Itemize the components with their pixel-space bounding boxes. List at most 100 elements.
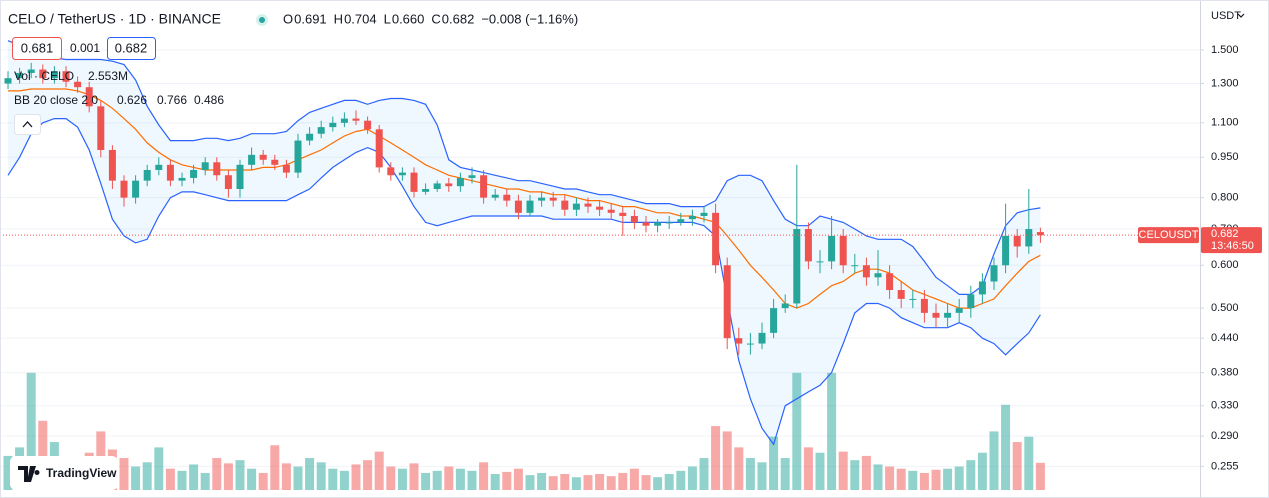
candle-body <box>503 194 511 201</box>
y-tick-label: 0.950 <box>1211 151 1239 163</box>
symbol-tag <box>1138 227 1199 244</box>
volume-bar <box>1035 462 1045 490</box>
ohlc-value: 0.660 <box>392 11 425 26</box>
volume-bar <box>699 458 709 490</box>
candle-body <box>526 200 534 213</box>
volume-bar <box>386 466 396 490</box>
status-dot <box>259 17 265 23</box>
volume-bar <box>328 468 338 490</box>
volume-bar <box>189 464 199 490</box>
ohlc-value: 0.704 <box>344 11 377 26</box>
price-tag-value: 0.682 <box>1211 228 1239 240</box>
volume-bar <box>629 468 639 490</box>
symbol-title: CELO / TetherUS · 1D · BINANCE <box>8 11 221 27</box>
volume-bar <box>537 472 547 490</box>
candle-body <box>630 215 638 223</box>
sell-price[interactable]: 0.681 <box>21 40 54 55</box>
candle-body <box>978 281 986 295</box>
candle-body <box>793 229 801 304</box>
candle-body <box>816 261 824 263</box>
candle-body <box>619 212 627 216</box>
candle-body <box>677 219 685 223</box>
volume-bar <box>131 466 141 490</box>
volume-bar <box>850 460 860 490</box>
candle-body <box>665 222 673 224</box>
candle-body <box>746 343 754 345</box>
candle-body <box>781 303 789 309</box>
ohlc-label: C <box>431 11 440 26</box>
volume-bar <box>223 463 233 490</box>
volume-bar <box>560 474 570 490</box>
volume-bar <box>142 462 152 490</box>
volume-bar <box>711 426 721 490</box>
candle-body <box>16 72 24 79</box>
bb-upper-value: 0.766 <box>157 93 187 107</box>
candle-body <box>561 200 569 210</box>
plot-area <box>0 40 1200 490</box>
volume-bar <box>896 468 906 490</box>
ohlc-label: L <box>384 11 391 26</box>
volume-bar <box>873 464 883 490</box>
collapse-button[interactable] <box>14 114 41 135</box>
volume-bar <box>409 463 419 490</box>
symbol-tag-text: CELOUSDT <box>1139 229 1199 241</box>
volume-bar <box>293 466 303 490</box>
candle-body <box>39 69 47 79</box>
volume-bar <box>281 463 291 490</box>
candle-body <box>944 312 952 318</box>
candle-body <box>364 120 372 130</box>
buy-button[interactable] <box>107 37 156 60</box>
spread: 0.001 <box>70 41 100 55</box>
candle-body <box>862 265 870 278</box>
volume-bar <box>525 475 535 490</box>
candle-body <box>155 164 163 170</box>
volume-bar <box>757 462 767 490</box>
candle-body <box>248 154 256 165</box>
candle-body <box>306 133 314 141</box>
candle-body <box>758 332 766 344</box>
candle-body <box>387 167 395 176</box>
volume-bar <box>1024 436 1034 490</box>
candle-body <box>932 312 940 318</box>
volume-bar <box>247 468 257 490</box>
volume-bar <box>977 452 987 490</box>
volume-bar <box>966 460 976 490</box>
volume-legend: Vol · CELO <box>14 69 74 83</box>
volume-bar <box>861 455 871 490</box>
volume-bar <box>479 462 489 490</box>
collapse-icon <box>22 121 33 128</box>
sell-button[interactable] <box>12 37 62 60</box>
candle-body <box>236 164 244 190</box>
volume-bar <box>26 372 36 490</box>
volume-bar <box>583 475 593 490</box>
candle-body <box>909 298 917 300</box>
candle-body <box>143 169 151 181</box>
candle-body <box>445 183 453 187</box>
buy-price[interactable]: 0.682 <box>115 40 148 55</box>
volume-bar <box>769 436 779 490</box>
volume-bar <box>943 468 953 490</box>
volume-bar <box>432 470 442 490</box>
candle-body <box>271 159 279 165</box>
volume-bar <box>165 468 175 490</box>
candle-body <box>1013 235 1021 247</box>
candle-body <box>990 265 998 282</box>
ohlc-value: 0.691 <box>294 11 327 26</box>
candle-body <box>607 209 615 213</box>
candle-body <box>851 265 859 267</box>
candle-body <box>282 164 290 173</box>
price-tag <box>1201 227 1262 254</box>
candle-body <box>897 290 905 299</box>
y-tick-label: 0.800 <box>1211 192 1239 204</box>
candle-body <box>491 194 499 198</box>
volume-bar <box>154 447 164 490</box>
volume-bar <box>664 474 674 490</box>
candle-body <box>178 177 186 181</box>
volume-bar <box>305 458 315 490</box>
volume-bar <box>931 469 941 490</box>
volume-bar <box>618 472 628 490</box>
volume-bar <box>444 466 454 490</box>
candle-body <box>538 197 546 201</box>
candle-body <box>1036 232 1044 236</box>
currency-label[interactable]: USDT <box>1211 10 1241 22</box>
